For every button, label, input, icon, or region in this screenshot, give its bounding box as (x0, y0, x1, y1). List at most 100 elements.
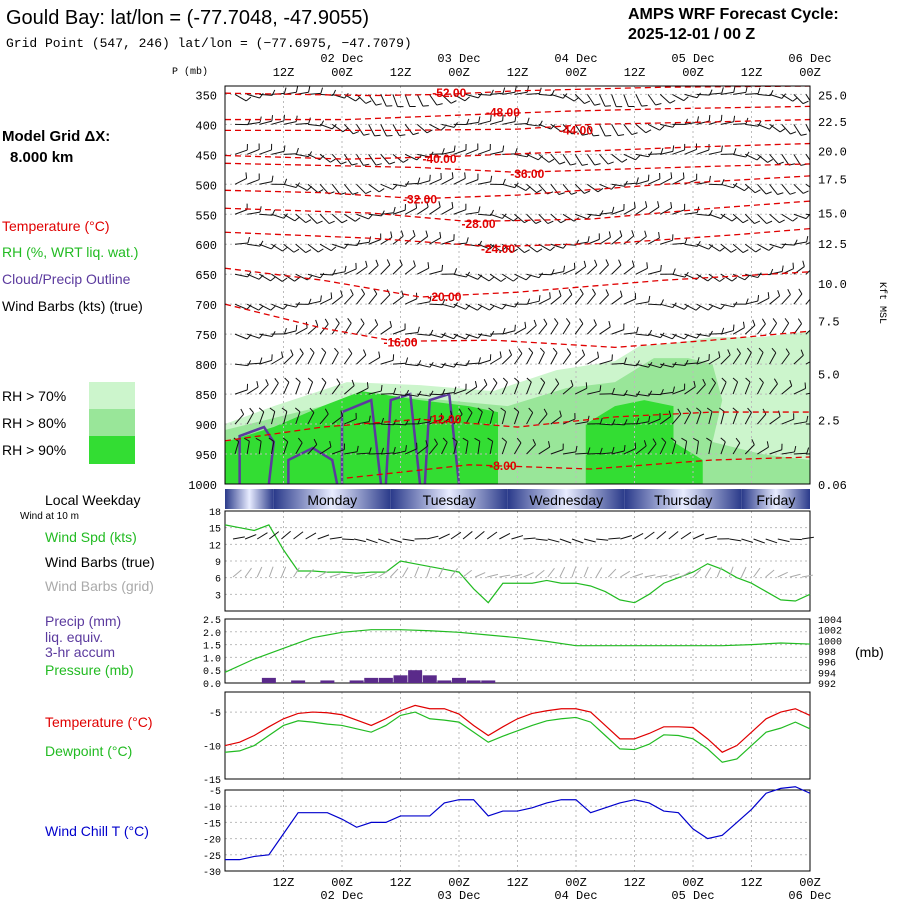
wind-barb (659, 442, 667, 455)
wind-barb-flag (755, 248, 762, 253)
wind-barb (246, 412, 254, 425)
wind-barb (684, 93, 698, 99)
wind-barb-flag (693, 437, 699, 442)
grid-barb (244, 567, 252, 578)
wind-barb-flag (309, 347, 315, 354)
bottom-time-label: 00Z (682, 876, 704, 890)
wind-barb (550, 213, 562, 224)
p-tick-label: 950 (195, 449, 217, 463)
windchill-panel: -30 -25 -20 -15 -10 -5 (203, 786, 811, 879)
wind-barb-flag (348, 348, 353, 354)
wind-barb-flag (611, 387, 615, 394)
wind-barb (417, 267, 429, 275)
wind-barb (234, 333, 248, 340)
wind-barb (586, 264, 598, 275)
wind-barb (271, 150, 285, 155)
wind-barb (307, 243, 319, 253)
wind-barb-flag (720, 213, 726, 219)
wind-barb-flag (336, 378, 341, 384)
wind-barb (441, 177, 454, 185)
wind-barb (769, 383, 778, 395)
wind-barb (708, 243, 721, 252)
wind-barb (320, 273, 334, 276)
wind-barb (732, 327, 745, 335)
wind-barb (319, 297, 332, 305)
wind-barb-flag (757, 272, 762, 278)
surface-barb (402, 538, 415, 542)
weekday-label: Friday (756, 492, 795, 508)
wind-barb-flag (727, 349, 731, 356)
wind-barb-flag (797, 318, 803, 324)
p-tick-label: 550 (195, 209, 217, 223)
wind-barb-flag (502, 87, 506, 94)
wind-barb (453, 303, 466, 310)
wind-barb (465, 412, 473, 425)
wind-barb (672, 303, 685, 310)
wind-barb-flag (249, 407, 254, 414)
wind-barb-flag (599, 417, 603, 424)
wind-barb-flag (375, 103, 382, 106)
wind-barb (417, 393, 431, 397)
wind-barb (247, 243, 261, 247)
wind-barb-flag (672, 145, 675, 152)
wind-barb-flag (478, 116, 481, 123)
wind-barb-flag (635, 155, 641, 161)
wind-barb (429, 237, 441, 245)
wind-barb (781, 294, 791, 305)
wind-barb-flag (672, 268, 676, 275)
wind-barb-flag (585, 382, 588, 389)
wind-barb (635, 180, 649, 185)
wind-barb-flag (587, 236, 590, 243)
wind-barb-flag (757, 87, 761, 94)
wind-barb (477, 243, 491, 250)
panel-frame (224, 618, 811, 684)
wind-barb (259, 213, 273, 216)
wind-barb-flag (360, 318, 365, 324)
wind-barb-flag (258, 305, 264, 311)
top-time-label: 00Z (565, 66, 587, 80)
grid-barb (777, 571, 788, 578)
cloud-outline-0 (238, 425, 276, 484)
wind-barb (453, 209, 467, 215)
grid-barb (632, 573, 644, 578)
wind-barb (623, 153, 636, 161)
wind-barb (647, 237, 660, 245)
legend-precip: Precip (mm) (45, 613, 121, 629)
wind-barb (477, 213, 491, 216)
wind-barb-flag (593, 319, 597, 326)
temperature-panel: -15 -10 -5 (203, 691, 811, 787)
wind-barb-flag (467, 407, 473, 413)
wind-barb-flag (502, 178, 506, 185)
wind-barb-flag (684, 271, 689, 278)
wind-barb (319, 183, 330, 195)
wind-barb-flag (490, 115, 492, 122)
wind-barb-flag (488, 276, 495, 282)
wind-barb-flag (721, 377, 727, 383)
grid-barb (765, 569, 775, 578)
wind-barb-flag (318, 248, 324, 253)
wind-barb-flag (405, 357, 409, 364)
wind-barb-flag (636, 326, 639, 333)
wind-barb-flag (526, 377, 532, 383)
wind-barb-flag (313, 438, 318, 445)
wind-barb-flag (538, 272, 544, 278)
wind-barb (550, 93, 564, 99)
wind-barb-flag (514, 324, 516, 331)
wind-barb (295, 183, 308, 191)
wind-barb-flag (354, 217, 361, 222)
wind-barb-flag (648, 415, 651, 422)
wind-barb-flag (754, 189, 761, 194)
y-tick-label: 1.5 (203, 642, 221, 653)
wind-barb (526, 325, 537, 335)
wind-barb (404, 124, 414, 135)
wind-barb-flag (247, 360, 252, 366)
p-axis-title: P (mb) (172, 66, 208, 78)
wind-barb (368, 390, 382, 395)
wind-barb (392, 94, 398, 107)
wind-barb (672, 333, 685, 340)
wind-barb (526, 92, 540, 95)
wind-barb (623, 393, 637, 397)
legend-rh: RH (%, WRT liq. wat.) (2, 244, 138, 260)
wind-barb (416, 123, 428, 134)
surface-barb (269, 531, 280, 540)
